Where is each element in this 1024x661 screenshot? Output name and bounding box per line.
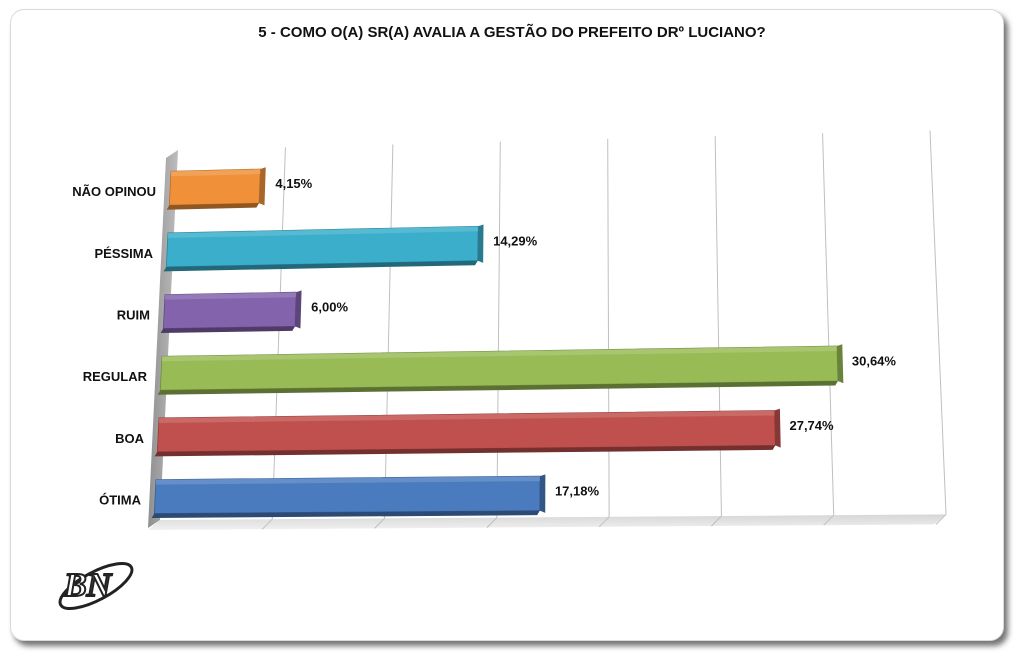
category-label: BOA [115, 431, 145, 446]
gridline [384, 144, 394, 519]
gridline-floor [598, 516, 610, 528]
bn-logo: BN [58, 562, 134, 610]
bar [151, 474, 546, 519]
gridline-floor [711, 515, 722, 527]
gridline [496, 141, 501, 518]
value-label: 4,15% [275, 176, 312, 191]
bar-bottom [163, 260, 478, 272]
labels: NÃO OPINOU 4,15% PÉSSIMA 14,29% RUIM 6,00% REG… [72, 176, 896, 507]
category-label: PÉSSIMA [94, 246, 153, 261]
bar [154, 408, 781, 457]
bar [157, 344, 844, 395]
gridline [607, 138, 610, 517]
gridline [822, 133, 835, 516]
value-label: 14,29% [493, 233, 538, 248]
gridline [271, 147, 286, 520]
bar-highlight [170, 169, 261, 177]
bar-bottom [154, 445, 776, 457]
category-label: ÓTIMA [99, 493, 141, 508]
bar [163, 224, 484, 272]
bar-bottom [160, 326, 296, 334]
gridline-floor [823, 514, 835, 526]
category-label: NÃO OPINOU [72, 184, 156, 199]
value-label: 6,00% [311, 299, 348, 314]
bar-bottom [166, 203, 260, 210]
value-label: 17,18% [555, 483, 600, 498]
bar-end [836, 344, 844, 384]
bar [166, 167, 266, 210]
bar-highlight [158, 410, 775, 423]
category-label: RUIM [117, 308, 150, 323]
gridline-floor [486, 517, 498, 528]
bar-end [477, 224, 484, 263]
chart-title: 5 - COMO O(A) SR(A) AVALIA A GESTÃO DO P… [258, 24, 766, 41]
gridline-floor [374, 518, 385, 529]
bar-end [259, 167, 266, 206]
value-label: 27,74% [789, 418, 834, 433]
floor [148, 514, 946, 530]
bar-highlight [167, 226, 479, 238]
value-label: 30,64% [852, 354, 897, 369]
bar-end [539, 474, 546, 513]
bar-highlight [164, 292, 297, 300]
bar-highlight [155, 476, 540, 485]
bar [160, 290, 302, 334]
bar-end [295, 290, 302, 329]
gridline [714, 136, 722, 517]
bars [151, 167, 844, 519]
gridline-floor [935, 514, 947, 525]
logo-text: BN [63, 567, 113, 604]
category-label: REGULAR [83, 369, 148, 384]
bar-end [774, 408, 781, 448]
bar-bottom [151, 510, 540, 519]
bar-highlight [161, 346, 837, 362]
bar-bottom [157, 381, 838, 395]
gridline [929, 130, 947, 515]
gridline-floor [261, 518, 273, 530]
